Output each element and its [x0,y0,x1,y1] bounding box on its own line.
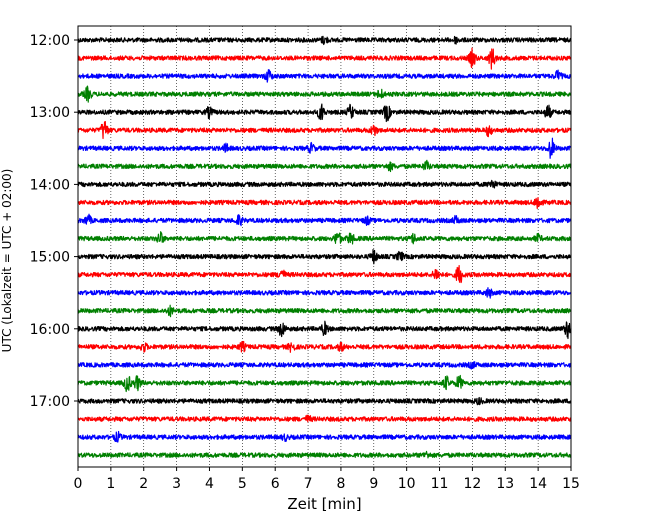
trace-line [77,231,572,245]
y-tick-label: 12:00 [30,33,70,49]
x-tick-label: 14 [529,476,547,492]
trace-line [77,47,572,70]
trace-line [77,374,572,393]
x-tick-label: 15 [562,476,580,492]
trace-line [77,414,572,423]
trace-line [77,450,572,459]
trace-line [77,430,572,443]
x-tick-label: 13 [496,476,514,492]
plot-frame [77,25,572,468]
trace-line [77,179,572,189]
trace-line [77,361,572,370]
y-tick-label: 16:00 [30,322,70,338]
x-axis-label: Zeit [min] [287,495,361,513]
y-tick-label: 17:00 [30,394,70,410]
x-tick-label: 12 [463,476,481,492]
x-tick-label: 9 [369,476,378,492]
y-axis: 12:00 13:00 14:00 15:00 16:00 17:00 [30,33,78,410]
trace-group [77,35,572,459]
y-axis-label: UTC (Lokalzeit = UTC + 02:00) [0,169,14,353]
x-tick-label: 6 [271,476,280,492]
x-tick-label: 8 [336,476,345,492]
trace-line [77,69,572,83]
x-tick-label: 7 [304,476,313,492]
trace-line [77,85,572,103]
trace-line [77,35,572,46]
trace-line [77,304,572,318]
x-tick-label: 1 [106,476,115,492]
trace-line [77,320,572,340]
trace-line [77,213,572,227]
x-axis: 0 1 2 3 4 5 6 7 8 9 10 11 12 13 14 15 [74,467,580,492]
trace-line [77,120,572,140]
trace-line [77,340,572,353]
trace-line [77,265,572,284]
trace-line [77,159,572,173]
trace-line [77,196,572,210]
y-tick-label: 15:00 [30,250,70,266]
trace-line [77,396,572,406]
x-tick-label: 5 [238,476,247,492]
trace-line [77,103,572,123]
trace-line [77,249,572,265]
y-tick-label: 14:00 [30,177,70,193]
x-tick-label: 0 [74,476,83,492]
x-tick-label: 3 [172,476,181,492]
trace-line [77,287,572,299]
y-tick-label: 13:00 [30,105,70,121]
x-tick-label: 11 [431,476,449,492]
x-tick-label: 2 [139,476,148,492]
trace-line [77,137,572,159]
x-tick-label: 4 [205,476,214,492]
x-tick-label: 10 [398,476,416,492]
